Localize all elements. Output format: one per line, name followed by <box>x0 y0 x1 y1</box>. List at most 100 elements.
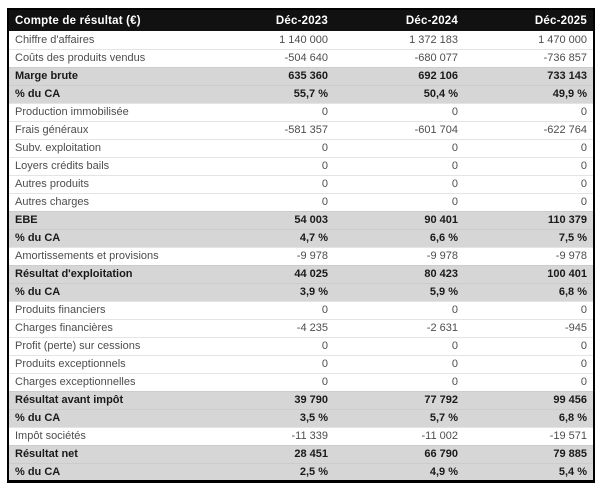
value-cell: 0 <box>321 160 328 172</box>
table-title: Compte de résultat (€) <box>8 9 204 31</box>
row-label: Coûts des produits vendus <box>15 52 146 64</box>
value-cell: -680 077 <box>414 52 458 64</box>
value-cell: 5,4 % <box>464 463 594 481</box>
value-cell: 4,7 % <box>204 229 334 247</box>
value-cell: 0 <box>580 340 587 352</box>
value-cell: 0 <box>321 142 328 154</box>
value-cell: 77 792 <box>334 391 464 409</box>
value-cell: 5,7 % <box>334 409 464 427</box>
value-cell: 54 003 <box>204 211 334 229</box>
table-row: Charges financières -4 235 -2 631 -945 <box>8 319 594 337</box>
table-row: Impôt sociétés -11 339 -11 002 -19 571 <box>8 427 594 445</box>
value-cell: 99 456 <box>464 391 594 409</box>
table-row: Production immobilisée 0 0 0 <box>8 103 594 121</box>
income-statement-table: Compte de résultat (€) Déc-2023 Déc-2024… <box>7 8 595 483</box>
value-cell: 0 <box>580 196 587 208</box>
value-cell: 28 451 <box>204 445 334 463</box>
table-row: Frais généraux -581 357 -601 704 -622 76… <box>8 121 594 139</box>
value-cell: 0 <box>451 178 458 190</box>
value-cell: -601 704 <box>414 124 458 136</box>
value-cell: 110 379 <box>464 211 594 229</box>
value-cell: 44 025 <box>204 265 334 283</box>
value-cell: -945 <box>564 322 587 334</box>
row-label: Production immobilisée <box>15 106 129 118</box>
value-cell: 0 <box>321 376 328 388</box>
value-cell: 0 <box>451 304 458 316</box>
value-cell: 733 143 <box>464 67 594 85</box>
row-label: Résultat d'exploitation <box>8 265 204 283</box>
value-cell: -581 357 <box>284 124 328 136</box>
value-cell: 49,9 % <box>464 85 594 103</box>
table-row: Marge brute 635 360 692 106 733 143 <box>8 67 594 85</box>
table-row: Amortissements et provisions -9 978 -9 9… <box>8 247 594 265</box>
value-cell: 0 <box>580 178 587 190</box>
value-cell: -736 857 <box>543 52 587 64</box>
row-label: Résultat net <box>8 445 204 463</box>
value-cell: -11 002 <box>421 430 459 442</box>
table-row: Produits exceptionnels 0 0 0 <box>8 355 594 373</box>
value-cell: 0 <box>321 358 328 370</box>
value-cell: 1 372 183 <box>409 33 458 46</box>
row-label: Produits exceptionnels <box>15 358 126 370</box>
table-row: % du CA 55,7 % 50,4 % 49,9 % <box>8 85 594 103</box>
value-cell: 4,9 % <box>334 463 464 481</box>
value-cell: 50,4 % <box>334 85 464 103</box>
value-cell: 90 401 <box>334 211 464 229</box>
row-label: Frais généraux <box>15 124 89 136</box>
row-label: Produits financiers <box>15 304 106 316</box>
value-cell: 0 <box>451 340 458 352</box>
value-cell: -504 640 <box>284 52 328 64</box>
table-row: Chiffre d'affaires 1 140 000 1 372 183 1… <box>8 31 594 49</box>
value-cell: -9 978 <box>555 250 587 262</box>
value-cell: -9 978 <box>426 250 458 262</box>
table-row: % du CA 2,5 % 4,9 % 5,4 % <box>8 463 594 481</box>
value-cell: 0 <box>321 304 328 316</box>
table-body: Chiffre d'affaires 1 140 000 1 372 183 1… <box>8 31 594 481</box>
value-cell: 0 <box>451 196 458 208</box>
row-label: Amortissements et provisions <box>15 250 159 262</box>
row-label: % du CA <box>8 85 204 103</box>
value-cell: 0 <box>580 160 587 172</box>
value-cell: 6,6 % <box>334 229 464 247</box>
value-cell: 1 140 000 <box>279 33 328 46</box>
value-cell: 3,5 % <box>204 409 334 427</box>
value-cell: 39 790 <box>204 391 334 409</box>
value-cell: 3,9 % <box>204 283 334 301</box>
row-label: Loyers crédits bails <box>15 160 110 172</box>
value-cell: 0 <box>580 304 587 316</box>
table-row: Loyers crédits bails 0 0 0 <box>8 157 594 175</box>
value-cell: 6,8 % <box>464 283 594 301</box>
value-cell: 0 <box>321 106 328 118</box>
row-label: Charges financières <box>15 322 113 334</box>
value-cell: 0 <box>580 358 587 370</box>
row-label: EBE <box>8 211 204 229</box>
value-cell: -2 631 <box>426 322 458 334</box>
value-cell: 66 790 <box>334 445 464 463</box>
row-label: % du CA <box>8 409 204 427</box>
row-label: Autres charges <box>15 196 89 208</box>
value-cell: 0 <box>580 376 587 388</box>
value-cell: 0 <box>451 376 458 388</box>
value-cell: 0 <box>451 358 458 370</box>
column-header-dec-2025: Déc-2025 <box>464 9 594 31</box>
value-cell: -9 978 <box>296 250 328 262</box>
value-cell: -4 235 <box>296 322 328 334</box>
value-cell: 0 <box>321 178 328 190</box>
table-row: Autres charges 0 0 0 <box>8 193 594 211</box>
table-header: Compte de résultat (€) Déc-2023 Déc-2024… <box>8 9 594 31</box>
row-label: Autres produits <box>15 178 89 190</box>
table-row: Résultat d'exploitation 44 025 80 423 10… <box>8 265 594 283</box>
value-cell: 635 360 <box>204 67 334 85</box>
table-row: Subv. exploitation 0 0 0 <box>8 139 594 157</box>
header-row: Compte de résultat (€) Déc-2023 Déc-2024… <box>8 9 594 31</box>
value-cell: 1 470 000 <box>538 33 587 46</box>
value-cell: 55,7 % <box>204 85 334 103</box>
value-cell: 100 401 <box>464 265 594 283</box>
value-cell: 0 <box>580 106 587 118</box>
column-header-dec-2024: Déc-2024 <box>334 9 464 31</box>
table-row: Coûts des produits vendus -504 640 -680 … <box>8 49 594 67</box>
value-cell: 0 <box>451 106 458 118</box>
row-label: Profit (perte) sur cessions <box>15 340 141 352</box>
row-label: % du CA <box>8 229 204 247</box>
